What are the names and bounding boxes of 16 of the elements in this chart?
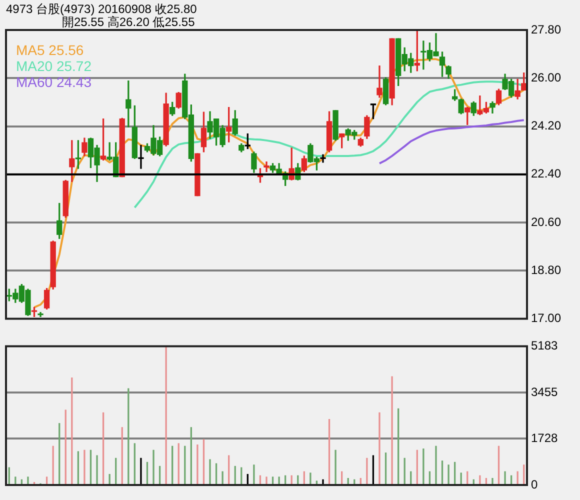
y-tick-label: 18.80	[531, 262, 562, 277]
y-tick-label: 24.20	[531, 118, 562, 133]
y-tick-label: 26.00	[531, 70, 562, 84]
y-tick-label: 5183	[531, 338, 558, 353]
y-tick-label: 17.00	[531, 311, 562, 326]
text: MA60 24.43	[16, 74, 92, 90]
y-tick-label: 20.60	[531, 214, 562, 229]
chart-subtitle: 開25.55 高26.20 低25.55	[62, 15, 195, 31]
text: MA5 25.56	[16, 42, 85, 58]
text: MA20 25.72	[16, 58, 92, 74]
y-tick-label: 1728	[531, 431, 558, 446]
y-tick-label: 0	[531, 477, 538, 492]
y-tick-label: 27.80	[531, 22, 562, 36]
y-tick-label: 3455	[531, 384, 558, 399]
chart-title: 4973 台股(4973) 20160908 收25.80	[6, 1, 197, 16]
y-tick-label: 22.40	[531, 166, 562, 181]
